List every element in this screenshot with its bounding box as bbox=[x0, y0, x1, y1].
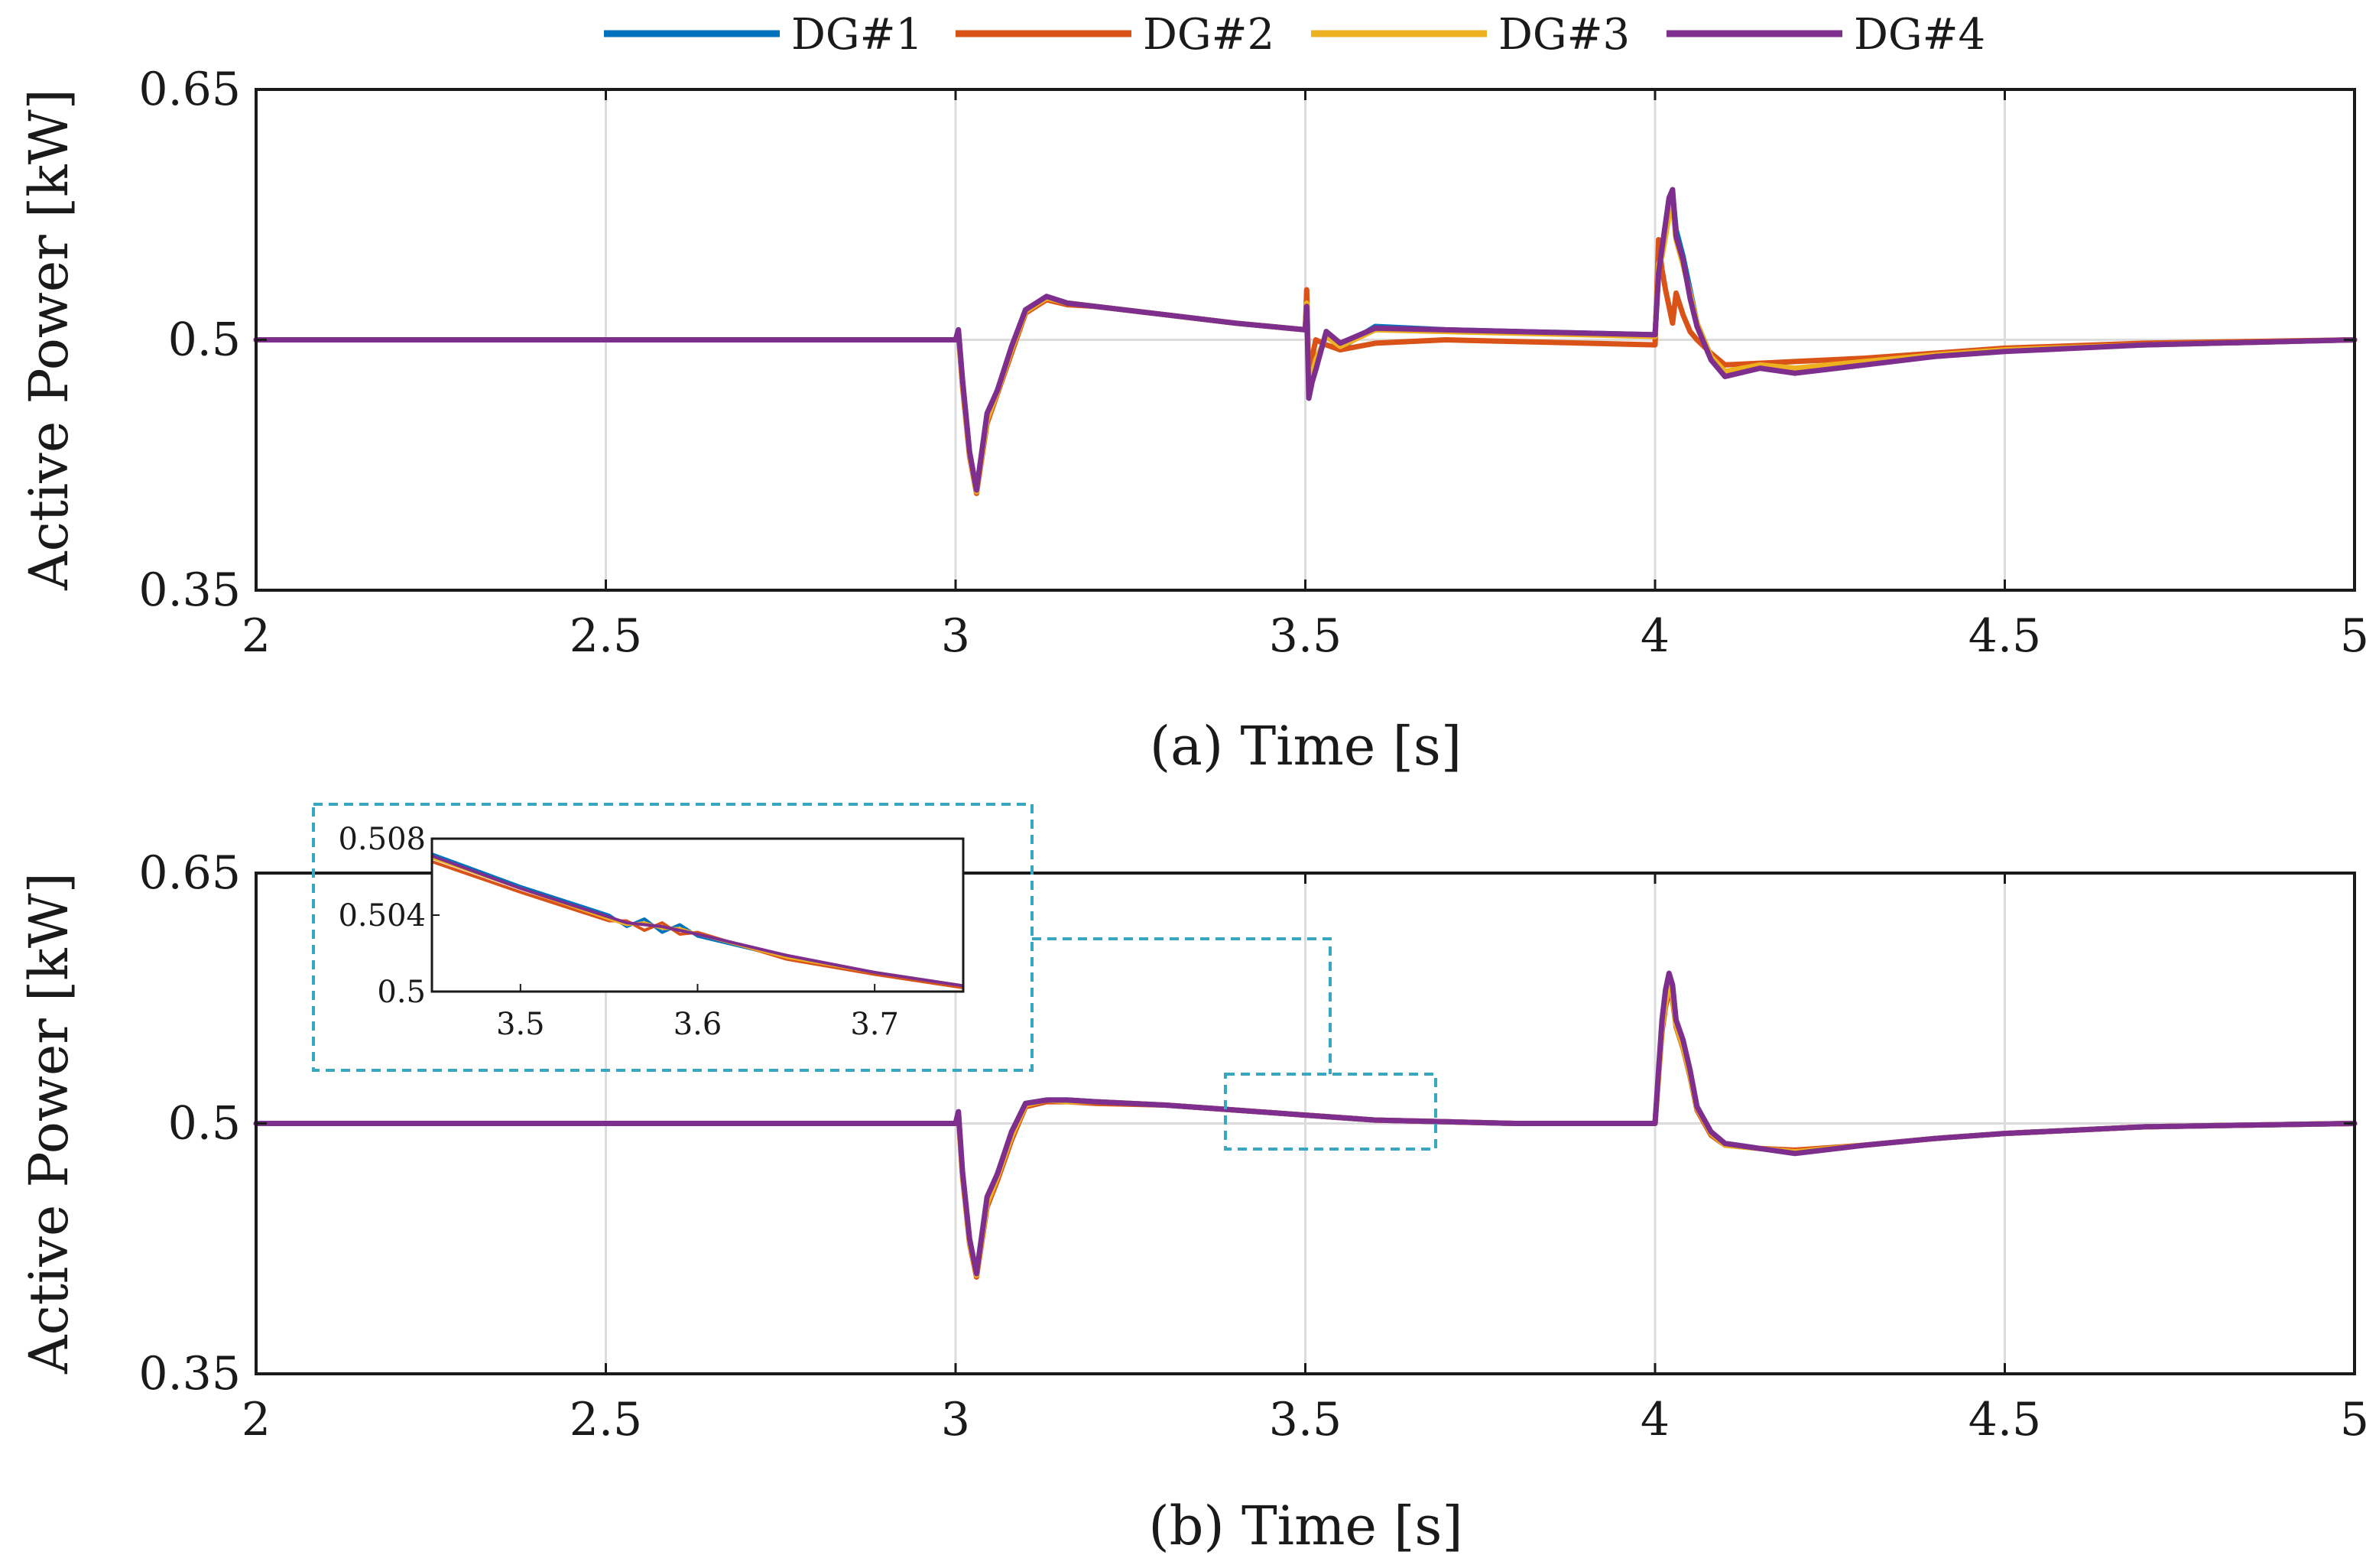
inset-series-line-dg2 bbox=[431, 860, 964, 989]
x-tick-label: 3.5 bbox=[1269, 1393, 1342, 1446]
series-line-dg4 bbox=[253, 187, 2358, 493]
inset-background bbox=[432, 839, 963, 992]
y-tick-label: 0.5 bbox=[168, 313, 241, 367]
zoom-region-box bbox=[1224, 1073, 1437, 1151]
x-tick-label: 3.5 bbox=[1269, 609, 1342, 663]
x-tick-label: 4.5 bbox=[1968, 609, 2041, 663]
panel-a: 2 2.5 3 3.5 4 4.5 5 0.35 0.5 0.65 Active Power [k… bbox=[18, 63, 2366, 778]
inset-ticks: 3.5 3.6 3.7 0.5 0.504 0.508 bbox=[338, 822, 898, 1042]
legend-label-dg3: DG#3 bbox=[1498, 10, 1630, 60]
inset-series-line-dg4 bbox=[431, 854, 964, 988]
x-tick-label: 4.5 bbox=[1968, 1393, 2041, 1446]
legend-label-dg1: DG#1 bbox=[791, 10, 923, 60]
y-tick-label: 0.5 bbox=[168, 1097, 241, 1151]
x-tick-label: 3 bbox=[941, 1393, 970, 1446]
panel-a-ticks: 2 2.5 3 3.5 4 4.5 5 0.35 0.5 0.65 bbox=[138, 63, 2366, 663]
x-tick-label: 2.5 bbox=[570, 609, 642, 663]
panel-b-ylabel: Active Power [kW] bbox=[18, 872, 80, 1375]
y-tick-label: 0.65 bbox=[138, 846, 241, 900]
inset-y-tick-label: 0.508 bbox=[338, 822, 426, 857]
x-tick-label: 4 bbox=[1641, 1393, 1670, 1446]
y-tick-label: 0.35 bbox=[138, 563, 241, 617]
panel-a-series bbox=[253, 187, 2358, 496]
inset-x-tick-label: 3.6 bbox=[673, 1007, 722, 1042]
series-line-dg4 bbox=[253, 970, 2358, 1277]
legend: DG#1 DG#2 DG#3 DG#4 bbox=[604, 10, 1985, 60]
x-tick-label: 5 bbox=[2340, 1393, 2366, 1446]
legend-label-dg2: DG#2 bbox=[1143, 10, 1274, 60]
x-tick-label: 2 bbox=[242, 609, 271, 663]
inset-series bbox=[431, 852, 964, 989]
panel-a-ylabel: Active Power [kW] bbox=[18, 89, 80, 591]
x-tick-label: 2.5 bbox=[570, 1393, 642, 1446]
y-tick-label: 0.35 bbox=[138, 1347, 241, 1401]
zoom-connector bbox=[1032, 937, 1332, 1074]
inset-y-tick-label: 0.504 bbox=[338, 898, 426, 933]
x-tick-label: 5 bbox=[2340, 609, 2366, 663]
inset-x-tick-label: 3.7 bbox=[850, 1007, 899, 1042]
panel-b-series bbox=[253, 970, 2358, 1280]
panel-b-caption: (b) Time [s] bbox=[1148, 1495, 1462, 1557]
x-tick-label: 3 bbox=[941, 609, 970, 663]
y-tick-label: 0.65 bbox=[138, 63, 241, 116]
panel-a-caption: (a) Time [s] bbox=[1150, 715, 1462, 778]
inset-x-tick-label: 3.5 bbox=[496, 1007, 545, 1042]
inset-border bbox=[312, 803, 1034, 1072]
inset-chart: 3.5 3.6 3.7 0.5 0.504 0.508 bbox=[338, 822, 965, 1042]
x-tick-label: 4 bbox=[1641, 609, 1670, 663]
legend-label-dg4: DG#4 bbox=[1854, 10, 1985, 60]
panel-b: 2 2.5 3 3.5 4 4.5 5 0.35 0.5 0.65 Active Power [k… bbox=[18, 803, 2366, 1557]
panel-b-ticks: 2 2.5 3 3.5 4 4.5 5 0.35 0.5 0.65 bbox=[138, 846, 2366, 1446]
x-tick-label: 2 bbox=[242, 1393, 271, 1446]
inset-y-tick-label: 0.5 bbox=[377, 975, 426, 1010]
